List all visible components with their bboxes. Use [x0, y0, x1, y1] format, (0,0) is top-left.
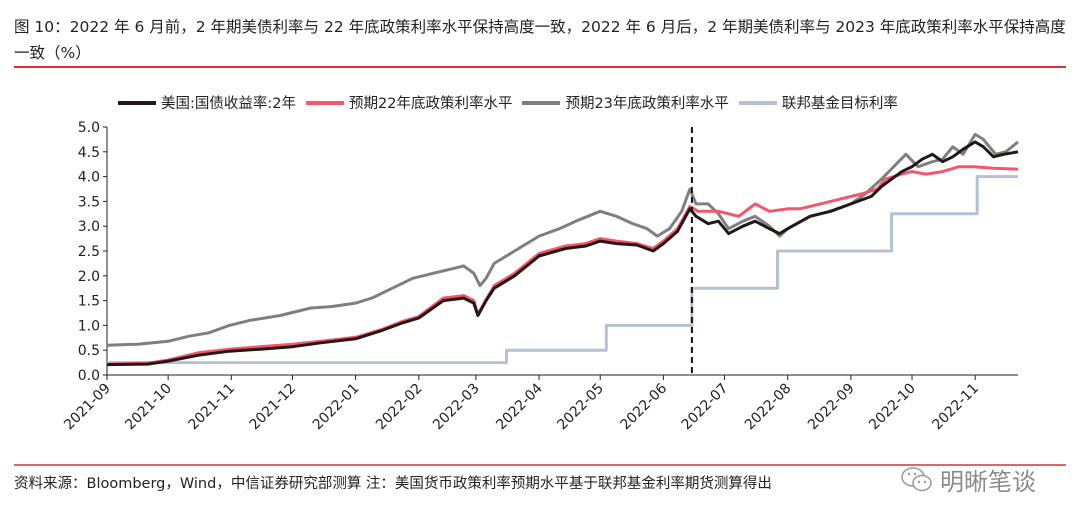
- x-tick-label: 2022-09: [805, 381, 858, 434]
- y-tick-label: 4.0: [78, 170, 100, 186]
- y-tick-label: 1.0: [78, 318, 100, 334]
- x-tick-label: 2021-12: [247, 381, 300, 434]
- x-tick-label: 2022-08: [742, 381, 795, 434]
- y-tick-label: 2.5: [78, 244, 100, 260]
- series-line-exp23: [106, 132, 1019, 347]
- y-tick-label: 2.0: [78, 269, 100, 285]
- x-tick-label: 2022-02: [373, 381, 426, 434]
- legend-swatch-exp23: [522, 100, 561, 105]
- x-tick-label: 2022-04: [493, 380, 546, 433]
- x-tick-label: 2022-03: [430, 381, 483, 434]
- legend-item-ust2y: 美国:国债收益率:2年: [118, 92, 296, 113]
- y-tick-label: 5.0: [78, 120, 100, 136]
- x-tick-label: 2022-05: [554, 381, 607, 434]
- series-line-exp22: [106, 165, 1019, 366]
- x-tick-label: 2021-09: [61, 381, 114, 434]
- y-tick-label: 3.5: [78, 194, 100, 210]
- legend-label: 预期23年底政策利率水平: [565, 96, 729, 112]
- x-tick-label: 2022-11: [929, 381, 982, 434]
- series-line-ust2y: [106, 140, 1019, 367]
- series-line-fed: [107, 175, 1018, 365]
- figure-title: 图 10：2022 年 6 月前，2 年期美债利率与 22 年底政策利率水平保持…: [14, 18, 1066, 62]
- legend-item-fed: 联邦基金目标利率: [738, 92, 898, 113]
- legend-swatch-fed: [738, 100, 777, 105]
- x-tick-label: 2022-06: [618, 380, 671, 433]
- legend-label: 预期22年底政策利率水平: [349, 96, 513, 112]
- legend-swatch-ust2y: [118, 100, 156, 105]
- x-tick-label: 2021-10: [122, 381, 175, 434]
- source-note: 资料来源：Bloomberg，Wind，中信证券研究部测算 注：美国货币政策利率…: [14, 476, 772, 492]
- legend-item-exp23: 预期23年底政策利率水平: [522, 92, 729, 113]
- x-tick-label: 2022-07: [679, 381, 732, 434]
- wechat-icon: [901, 466, 932, 491]
- y-tick-label: 0.0: [78, 368, 100, 384]
- y-tick-label: 4.5: [78, 145, 100, 161]
- x-tick-label: 2022-01: [310, 381, 363, 434]
- x-tick-label: 2022-10: [866, 381, 919, 434]
- legend-swatch-exp22: [306, 100, 344, 105]
- legend-item-exp22: 预期22年底政策利率水平: [306, 92, 512, 113]
- y-tick-label: 0.5: [78, 343, 100, 359]
- title-divider: [14, 66, 1066, 68]
- y-tick-label: 3.0: [78, 219, 100, 235]
- watermark: 明晰笔谈: [900, 462, 1036, 497]
- legend-label: 联邦基金目标利率: [781, 96, 898, 112]
- footer-divider: [14, 464, 1066, 466]
- x-tick-label: 2021-11: [185, 381, 238, 434]
- watermark-text: 明晰笔谈: [940, 468, 1036, 496]
- chart-legend: 美国:国债收益率:2年 预期22年底政策利率水平 预期23年底政策利率水平 联邦…: [118, 92, 898, 113]
- legend-label: 美国:国债收益率:2年: [161, 96, 296, 112]
- y-tick-label: 1.5: [78, 294, 100, 310]
